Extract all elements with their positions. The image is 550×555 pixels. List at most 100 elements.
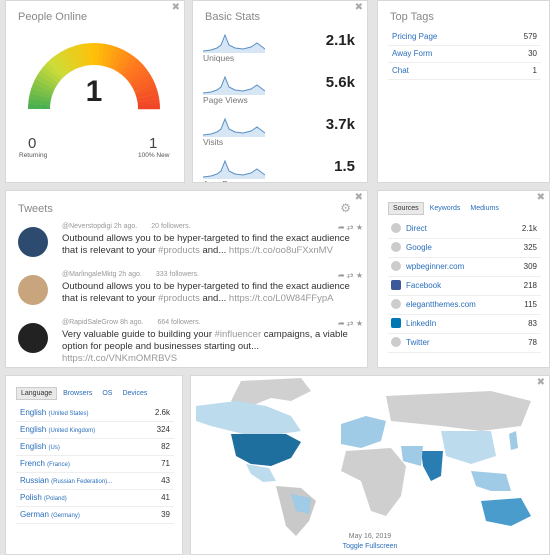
gauge-segment xyxy=(88,42,95,66)
tweets-panel: Tweets ✖ ⚙ @Neverstopdigi 2h ago. 20 foll… xyxy=(5,190,368,368)
language-row: English (Us) 82 xyxy=(16,438,174,456)
usa xyxy=(231,434,301,466)
gauge-segment xyxy=(51,55,69,76)
avatar xyxy=(18,323,48,353)
gauge-segment xyxy=(83,43,91,66)
language: English xyxy=(20,425,47,434)
china xyxy=(441,431,496,464)
source-icon xyxy=(391,242,401,252)
language-name[interactable]: English (United States) xyxy=(20,408,89,417)
africa xyxy=(341,448,406,516)
language: French xyxy=(20,459,45,468)
source-row: wpbeginner.com 309 xyxy=(388,257,541,277)
gauge-segment xyxy=(122,58,141,78)
tag-name[interactable]: Away Form xyxy=(392,49,433,58)
source-name[interactable]: Direct xyxy=(406,224,427,233)
close-button[interactable]: ✖ xyxy=(171,2,180,13)
tweet-followers: 20 followers. xyxy=(151,223,191,230)
tab[interactable]: Mediums xyxy=(470,205,499,212)
tweet-text-after: and... xyxy=(199,245,227,256)
tweet-link[interactable]: https://t.co/VNKmOMRBVS xyxy=(62,353,178,364)
source-name[interactable]: wpbeginner.com xyxy=(406,262,465,271)
close-button[interactable]: ✖ xyxy=(536,377,545,388)
gauge-segment xyxy=(110,48,125,70)
tweet: @MarlingaleMktg 2h ago. 333 followers. ➦ ⇄… xyxy=(18,271,363,321)
language-name[interactable]: Polish (Poland) xyxy=(20,493,67,502)
gauge-segment xyxy=(137,103,161,110)
tweet-link[interactable]: https://t.co/L0W84FFypA xyxy=(228,293,334,304)
language-value: 82 xyxy=(161,442,170,451)
language: Russian xyxy=(20,476,49,485)
source-name[interactable]: Twitter xyxy=(406,338,430,347)
tweet-text: Very valuable guide to building your #in… xyxy=(62,329,357,365)
stat-label: Avg. Pages xyxy=(203,179,246,182)
sparkline-area xyxy=(203,161,265,179)
settings-icon[interactable]: ⚙ xyxy=(340,201,351,215)
tweet-link[interactable]: https://t.co/oo8uFXxnMV xyxy=(228,245,333,256)
returning-value: 0 xyxy=(28,135,37,152)
tweet-hashtag[interactable]: #products xyxy=(158,245,200,256)
tweet-text-after: and... xyxy=(199,293,227,304)
language: English xyxy=(20,408,47,417)
tweet-user[interactable]: @Neverstopdigi 2h ago. xyxy=(62,223,138,230)
tweet-hashtag[interactable]: #products xyxy=(158,293,200,304)
close-button[interactable]: ✖ xyxy=(536,192,545,203)
tab[interactable]: OS xyxy=(102,390,113,397)
gauge-segment xyxy=(37,70,59,86)
language-region: (Us) xyxy=(48,445,60,451)
gauge-segment xyxy=(107,46,120,69)
gauge-segment xyxy=(135,88,159,99)
close-button[interactable]: ✖ xyxy=(354,2,363,13)
close-button[interactable]: ✖ xyxy=(354,192,363,203)
gauge-segment xyxy=(100,43,110,67)
sparkline-line xyxy=(203,159,265,178)
tweet-meta: @SaSinanan 11h ago. Retweeted once. 5,004… xyxy=(62,367,250,368)
tweet-user[interactable]: @MarlingaleMktg 2h ago. xyxy=(62,271,142,278)
gauge-segment xyxy=(40,65,61,84)
avatar xyxy=(18,275,48,305)
tweet-actions: ➦ ⇄ ★ xyxy=(337,223,363,232)
sparkline xyxy=(203,33,265,53)
new-label: 100% New xyxy=(138,152,170,159)
tag-name[interactable]: Pricing Page xyxy=(392,32,438,41)
language-name[interactable]: French (France) xyxy=(20,459,70,468)
language-name[interactable]: German (Germany) xyxy=(20,510,80,519)
language-region: (United Kingdom) xyxy=(48,428,96,434)
tab[interactable]: Sources xyxy=(388,202,424,215)
tweet-user[interactable]: @RapidSaleGrow 8h ago. xyxy=(62,319,144,326)
tab[interactable]: Browsers xyxy=(63,390,93,397)
tag-name[interactable]: Chat xyxy=(392,66,409,75)
avatar xyxy=(18,227,48,257)
sources-panel: ✖ Sources Keywords Mediums Direct 2.1k Googl… xyxy=(377,190,550,368)
tweet-hashtag[interactable]: #influencer xyxy=(214,329,262,340)
source-value: 218 xyxy=(523,281,537,290)
sparkline-line xyxy=(203,33,265,52)
india xyxy=(421,451,443,481)
source-name[interactable]: Facebook xyxy=(406,281,442,290)
tweet-followers: Retweeted once. 5,004 followers. xyxy=(146,367,250,368)
gauge-segment xyxy=(125,62,145,81)
tab[interactable]: Devices xyxy=(122,390,148,397)
tag-row: Pricing Page 579 xyxy=(388,28,541,46)
gauge-segment xyxy=(33,78,55,93)
gauge-segment xyxy=(59,50,75,72)
toggle-fullscreen[interactable]: Toggle Fullscreen xyxy=(342,543,398,550)
tag-row: Away Form 30 xyxy=(388,45,541,63)
source-name[interactable]: elegantthemes.com xyxy=(406,300,476,309)
language-name[interactable]: Russian (Russian Federation)... xyxy=(20,476,112,485)
source-name[interactable]: LinkedIn xyxy=(406,319,437,328)
tweet-user[interactable]: @SaSinanan 11h ago. xyxy=(62,367,132,368)
language-name[interactable]: English (Us) xyxy=(20,442,60,451)
sparkline-area xyxy=(203,77,265,95)
source-row: Facebook 218 xyxy=(388,276,541,296)
source-value: 115 xyxy=(524,300,537,309)
language-panel: Language Browsers OS Devices English (Unite… xyxy=(5,375,183,555)
source-name[interactable]: Google xyxy=(406,243,432,252)
tab[interactable]: Keywords xyxy=(429,205,461,212)
language-name[interactable]: English (United Kingdom) xyxy=(20,425,95,434)
tweet: @SaSinanan 11h ago. Retweeted once. 5,004… xyxy=(18,367,363,368)
tab[interactable]: Language xyxy=(16,387,58,400)
canada xyxy=(196,401,301,436)
language-row: French (France) 71 xyxy=(16,455,174,473)
